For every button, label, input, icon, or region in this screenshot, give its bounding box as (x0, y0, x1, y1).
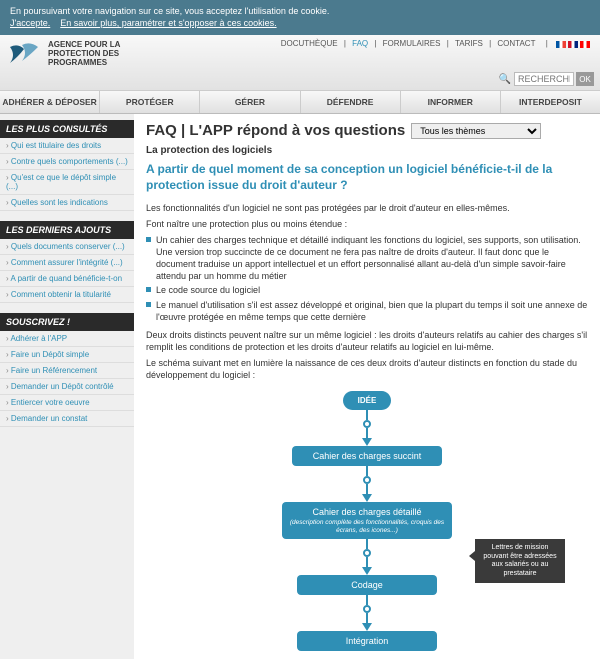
flow-node-cdc-succint: Cahier des charges succint (292, 446, 442, 466)
topnav-formulaires[interactable]: FORMULAIRES (379, 39, 445, 48)
flow-node-codage: Codage (297, 575, 437, 595)
theme-select[interactable]: Tous les thèmes (411, 123, 541, 139)
sidebar-item[interactable]: Quelles sont les indications (0, 195, 134, 211)
search-box: 🔍 OK (499, 72, 594, 86)
sidebar-item[interactable]: Adhérer à l'APP (0, 331, 134, 347)
flag-ch-icon[interactable] (580, 41, 590, 48)
topnav-docuthèque[interactable]: DOCUTHÈQUE (277, 39, 342, 48)
logo-icon (8, 43, 42, 67)
flow-node-integration: Intégration (297, 631, 437, 651)
sidebar-item[interactable]: Demander un Dépôt contrôlé (0, 379, 134, 395)
header: AGENCE POUR LAPROTECTION DESPROGRAMMES D… (0, 35, 600, 91)
nav-prot-ger[interactable]: PROTÉGER (100, 91, 200, 113)
topnav-contact[interactable]: CONTACT (493, 39, 539, 48)
paragraph: Le schéma suivant met en lumière la nais… (146, 357, 588, 381)
section-subtitle: La protection des logiciels (146, 145, 588, 156)
flag-fr-icon[interactable] (556, 41, 566, 48)
cookie-accept-link[interactable]: J'accepte. (10, 18, 50, 28)
bullet-list: Un cahier des charges technique et détai… (146, 234, 588, 323)
sidebar-title: LES PLUS CONSULTÉS (0, 120, 134, 138)
nav-adh-rer-d-poser[interactable]: ADHÉRER & DÉPOSER (0, 91, 100, 113)
sidebar-item[interactable]: Qui est titulaire des droits (0, 138, 134, 154)
faq-question: A partir de quel moment de sa conception… (146, 162, 588, 193)
sidebar-title: SOUSCRIVEZ ! (0, 313, 134, 331)
sidebar-item[interactable]: Entiercer votre oeuvre (0, 395, 134, 411)
sidebar-item[interactable]: Comment obtenir la titularité (0, 287, 134, 303)
logo-text: AGENCE POUR LAPROTECTION DESPROGRAMMES (48, 41, 120, 67)
flag-en-icon[interactable] (568, 41, 578, 48)
language-flags (550, 39, 594, 48)
top-utility-nav: DOCUTHÈQUE | FAQ | FORMULAIRES | TARIFS … (273, 39, 594, 48)
paragraph: Font naître une protection plus ou moins… (146, 218, 588, 230)
nav-interdeposit[interactable]: INTERDEPOSIT (501, 91, 600, 113)
cookie-text: En poursuivant votre navigation sur ce s… (10, 6, 329, 16)
list-item: Le code source du logiciel (146, 284, 588, 296)
sidebar-item[interactable]: Quels documents conserver (...) (0, 239, 134, 255)
search-input[interactable] (514, 72, 574, 86)
flow-side-label: Lettres de mission pouvant être adressée… (475, 539, 565, 583)
sidebar-item[interactable]: Qu'est ce que le dépôt simple (...) (0, 170, 134, 195)
sidebar-title: LES DERNIERS AJOUTS (0, 221, 134, 239)
sidebar-item[interactable]: A partir de quand bénéficie-t-on (0, 271, 134, 287)
sidebar: LES PLUS CONSULTÉSQui est titulaire des … (0, 114, 134, 658)
paragraph: Les fonctionnalités d'un logiciel ne son… (146, 202, 588, 214)
sidebar-item[interactable]: Faire un Référencement (0, 363, 134, 379)
topnav-tarifs[interactable]: TARIFS (451, 39, 487, 48)
sidebar-item[interactable]: Demander un constat (0, 411, 134, 427)
search-button[interactable]: OK (576, 72, 594, 86)
cookie-banner: En poursuivant votre navigation sur ce s… (0, 0, 600, 35)
nav-informer[interactable]: INFORMER (401, 91, 501, 113)
nav-d-fendre[interactable]: DÉFENDRE (301, 91, 401, 113)
main-nav: ADHÉRER & DÉPOSERPROTÉGERGÉRERDÉFENDREIN… (0, 91, 600, 114)
sidebar-item[interactable]: Contre quels comportements (...) (0, 154, 134, 170)
sidebar-item[interactable]: Faire un Dépôt simple (0, 347, 134, 363)
paragraph: Deux droits distincts peuvent naître sur… (146, 329, 588, 353)
main-content: FAQ | L'APP répond à vos questions Tous … (134, 114, 600, 658)
list-item: Un cahier des charges technique et détai… (146, 234, 588, 283)
flow-node-idea: IDÉE (343, 391, 391, 410)
list-item: Le manuel d'utilisation s'il est assez d… (146, 299, 588, 323)
nav-g-rer[interactable]: GÉRER (200, 91, 300, 113)
flowchart: IDÉE Cahier des charges succint Cahier d… (227, 391, 507, 650)
sidebar-item[interactable]: Comment assurer l'intégrité (...) (0, 255, 134, 271)
topnav-faq[interactable]: FAQ (348, 39, 372, 48)
flow-node-cdc-detail: Cahier des charges détaillé (description… (282, 502, 452, 538)
cookie-more-link[interactable]: En savoir plus, paramétrer et s'opposer … (60, 18, 276, 28)
page-title: FAQ | L'APP répond à vos questions (146, 122, 405, 139)
search-icon: 🔍 (499, 74, 511, 85)
